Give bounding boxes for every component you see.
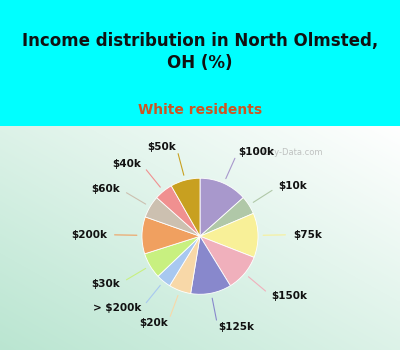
- Wedge shape: [157, 186, 200, 236]
- Text: > $200k: > $200k: [93, 303, 142, 314]
- Text: $30k: $30k: [91, 279, 120, 288]
- Text: White residents: White residents: [138, 103, 262, 117]
- Text: $75k: $75k: [293, 230, 322, 240]
- Text: $50k: $50k: [148, 141, 176, 152]
- Wedge shape: [145, 236, 200, 276]
- Text: $10k: $10k: [278, 181, 307, 191]
- Text: $125k: $125k: [218, 322, 254, 332]
- Text: $20k: $20k: [139, 318, 168, 328]
- Wedge shape: [191, 236, 230, 294]
- Wedge shape: [171, 178, 200, 236]
- Text: $40k: $40k: [113, 159, 142, 169]
- Wedge shape: [200, 198, 253, 236]
- Wedge shape: [200, 214, 258, 257]
- Text: $150k: $150k: [271, 291, 307, 301]
- Wedge shape: [200, 236, 254, 286]
- Wedge shape: [158, 236, 200, 286]
- Wedge shape: [142, 217, 200, 254]
- Text: Income distribution in North Olmsted,
OH (%): Income distribution in North Olmsted, OH…: [22, 32, 378, 72]
- Wedge shape: [145, 198, 200, 236]
- Wedge shape: [200, 178, 243, 236]
- Text: $100k: $100k: [238, 147, 274, 156]
- Text: $200k: $200k: [71, 230, 107, 240]
- Text: $60k: $60k: [91, 184, 120, 194]
- Wedge shape: [170, 236, 200, 294]
- Text: ⊙ City-Data.com: ⊙ City-Data.com: [253, 148, 323, 158]
